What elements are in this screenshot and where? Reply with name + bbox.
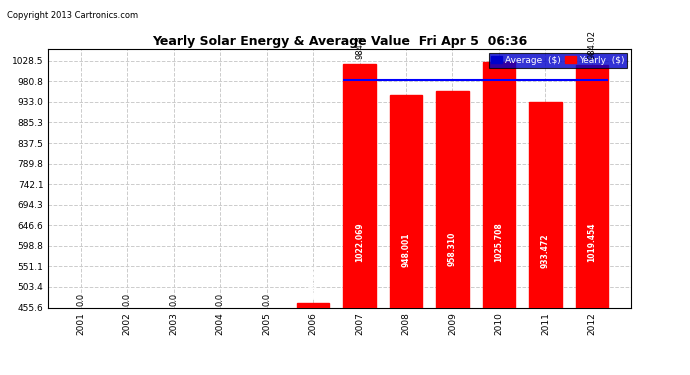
Bar (344, 64, 376, 308)
Text: Copyright 2013 Cartronics.com: Copyright 2013 Cartronics.com (7, 11, 138, 20)
Text: 958.310: 958.310 (448, 232, 457, 266)
Bar (575, 65, 608, 308)
Legend: Average  ($), Yearly  ($): Average ($), Yearly ($) (489, 53, 627, 68)
Text: 0.0: 0.0 (216, 293, 225, 306)
Bar (483, 62, 515, 308)
Title: Yearly Solar Energy & Average Value  Fri Apr 5  06:36: Yearly Solar Energy & Average Value Fri … (152, 34, 527, 48)
Text: 1025.708: 1025.708 (495, 222, 504, 262)
Bar (390, 96, 422, 308)
Text: 933.472: 933.472 (541, 234, 550, 268)
Bar (529, 102, 562, 308)
Text: 0.0: 0.0 (77, 293, 86, 306)
Bar (436, 91, 469, 308)
Text: 0.0: 0.0 (169, 293, 178, 306)
Text: 1019.454: 1019.454 (587, 223, 596, 262)
Text: 466.802: 466.802 (308, 264, 317, 298)
Text: 0.0: 0.0 (262, 293, 271, 306)
Text: 984.5: 984.5 (355, 35, 364, 58)
Text: 984.02: 984.02 (587, 30, 596, 58)
Text: 0.0: 0.0 (123, 293, 132, 306)
Bar (297, 303, 329, 307)
Text: 1022.069: 1022.069 (355, 223, 364, 262)
Text: 948.001: 948.001 (402, 232, 411, 267)
